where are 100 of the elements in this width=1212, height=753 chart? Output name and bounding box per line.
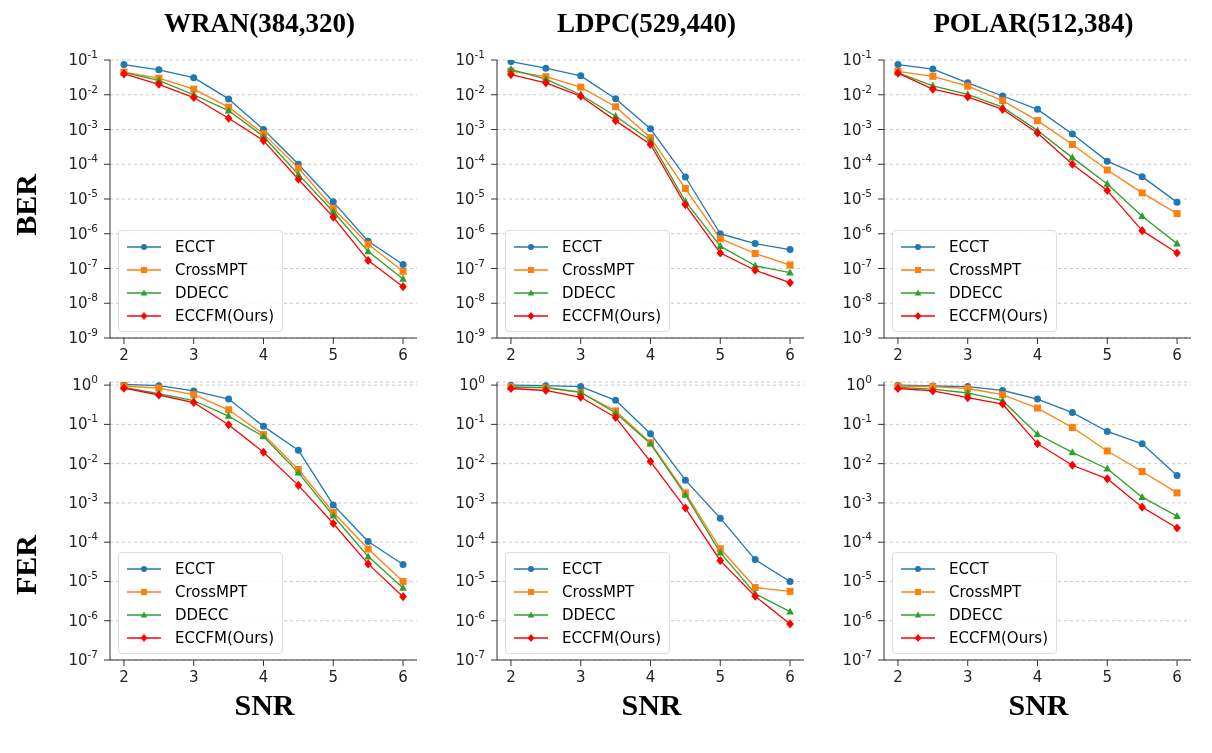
y-tick-label: 10$^{-2}$	[842, 451, 872, 473]
y-tick-label: 10$^{-2}$	[455, 451, 485, 473]
y-tick-label: 10$^{0}$	[72, 373, 98, 395]
legend-label: ECCFM(Ours)	[949, 628, 1048, 647]
y-tick-label: 10$^{-6}$	[842, 221, 873, 243]
y-tick-label: 10$^{-5}$	[68, 187, 98, 208]
y-tick-label: 10$^{-1}$	[455, 48, 485, 69]
y-tick-label: 10$^{-3}$	[455, 490, 485, 512]
legend-label: DDECC	[175, 283, 229, 302]
legend-label: DDECC	[562, 283, 616, 302]
y-tick-label: 10$^{-7}$	[842, 256, 872, 278]
x-axis-title: SNR	[234, 688, 295, 721]
y-tick-label: 10$^{-1}$	[455, 412, 485, 434]
y-tick-label: 10$^{-9}$	[842, 326, 872, 347]
x-tick-label: 5	[1102, 346, 1113, 364]
y-tick-label: 10$^{-6}$	[842, 608, 873, 630]
x-tick-label: 2	[506, 668, 516, 686]
y-tick-label: 10$^{-8}$	[842, 291, 872, 313]
legend-label: CrossMPT	[562, 260, 635, 279]
legend-label: CrossMPT	[949, 260, 1022, 279]
y-tick-label: 10$^{-3}$	[68, 490, 98, 512]
y-tick-label: 10$^{-1}$	[842, 412, 872, 434]
y-tick-label: 10$^{-6}$	[455, 221, 486, 243]
x-tick-label: 6	[398, 346, 408, 364]
chart-title: LDPC(529,440)	[556, 8, 737, 38]
y-tick-label: 10$^{-1}$	[842, 48, 872, 69]
y-tick-label: 10$^{-2}$	[68, 82, 98, 104]
y-tick-label: 10$^{-6}$	[68, 608, 99, 630]
y-tick-label: 10$^{-7}$	[842, 648, 872, 669]
legend-label: ECCT	[562, 559, 602, 578]
y-tick-label: 10$^{-5}$	[68, 569, 98, 591]
y-tick-label: 10$^{-4}$	[68, 152, 99, 174]
x-tick-label: 4	[258, 668, 269, 686]
x-tick-label: 4	[1032, 668, 1043, 686]
y-tick-label: 10$^{-8}$	[455, 291, 485, 313]
y-tick-label: 10$^{-7}$	[68, 648, 98, 669]
legend-label: ECCT	[175, 559, 215, 578]
x-tick-label: 3	[575, 668, 586, 686]
x-tick-label: 5	[715, 668, 726, 686]
x-tick-label: 2	[893, 668, 903, 686]
legend-label: CrossMPT	[175, 260, 248, 279]
y-tick-label: 10$^{-4}$	[68, 530, 99, 552]
chart-title: POLAR(512,384)	[933, 8, 1134, 38]
y-tick-label: 10$^{-7}$	[455, 256, 485, 278]
legend-label: ECCFM(Ours)	[562, 628, 661, 647]
y-tick-label: 10$^{-9}$	[68, 326, 98, 347]
x-tick-label: 5	[328, 346, 339, 364]
legend-label: ECCFM(Ours)	[562, 306, 661, 325]
legend-label: CrossMPT	[562, 582, 635, 601]
x-tick-label: 2	[506, 346, 516, 364]
y-tick-label: 10$^{-9}$	[455, 326, 485, 347]
x-tick-label: 3	[962, 346, 973, 364]
x-tick-label: 2	[119, 346, 129, 364]
legend-label: CrossMPT	[949, 582, 1022, 601]
x-tick-label: 2	[893, 346, 903, 364]
y-tick-label: 10$^{-1}$	[68, 412, 98, 434]
legend-label: ECCT	[175, 237, 215, 256]
x-tick-label: 4	[258, 346, 269, 364]
legend-label: ECCT	[949, 237, 989, 256]
x-tick-label: 5	[328, 668, 339, 686]
y-tick-label: 10$^{-3}$	[842, 490, 872, 512]
chart-title: WRAN(384,320)	[163, 8, 356, 38]
x-tick-label: 4	[645, 346, 656, 364]
legend-label: DDECC	[175, 605, 229, 624]
y-tick-label: 10$^{-6}$	[68, 221, 99, 243]
x-tick-label: 6	[398, 668, 408, 686]
x-tick-label: 3	[188, 668, 199, 686]
x-tick-label: 6	[1172, 346, 1182, 364]
x-tick-label: 5	[715, 346, 726, 364]
y-axis-title: BER	[9, 174, 42, 236]
legend-label: DDECC	[949, 605, 1003, 624]
y-tick-label: 10$^{-3}$	[68, 117, 98, 139]
y-tick-label: 10$^{-4}$	[455, 530, 486, 552]
y-tick-label: 10$^{-8}$	[68, 291, 98, 313]
legend-label: ECCFM(Ours)	[175, 306, 274, 325]
y-tick-label: 10$^{-6}$	[455, 608, 486, 630]
x-tick-label: 3	[575, 346, 586, 364]
y-tick-label: 10$^{-2}$	[842, 82, 872, 104]
legend-label: ECCFM(Ours)	[949, 306, 1048, 325]
y-tick-label: 10$^{-5}$	[842, 187, 872, 208]
y-axis-title: FER	[9, 535, 42, 595]
x-tick-label: 6	[1172, 668, 1182, 686]
legend-label: DDECC	[949, 283, 1003, 302]
y-tick-label: 10$^{-4}$	[842, 530, 873, 552]
y-tick-label: 10$^{0}$	[459, 373, 485, 395]
y-tick-label: 10$^{-2}$	[455, 82, 485, 104]
x-tick-label: 4	[1032, 346, 1043, 364]
y-tick-label: 10$^{-7}$	[68, 256, 98, 278]
x-axis-title: SNR	[621, 688, 682, 721]
x-tick-label: 6	[785, 668, 795, 686]
x-tick-label: 3	[188, 346, 199, 364]
legend-label: DDECC	[562, 605, 616, 624]
legend-label: ECCFM(Ours)	[175, 628, 274, 647]
x-tick-label: 4	[645, 668, 656, 686]
legend-label: ECCT	[562, 237, 602, 256]
x-tick-label: 5	[1102, 668, 1113, 686]
y-tick-label: 10$^{-3}$	[455, 117, 485, 139]
y-tick-label: 10$^{0}$	[846, 373, 872, 395]
x-tick-label: 2	[119, 668, 129, 686]
y-tick-label: 10$^{-5}$	[455, 187, 485, 208]
